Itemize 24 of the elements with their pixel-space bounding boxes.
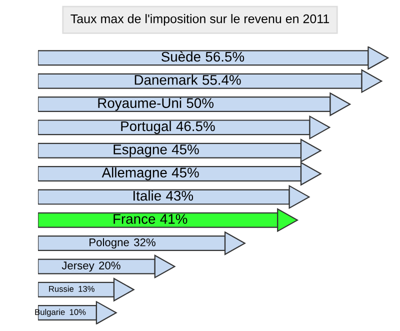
data-label: 10% — [70, 309, 86, 316]
data-label: 13% — [78, 286, 94, 292]
y-tick-label: Italie — [134, 190, 161, 201]
y-tick-label: Russie — [49, 286, 74, 292]
data-label: 43% — [166, 190, 194, 201]
y-tick-label: Jersey — [62, 262, 94, 272]
data-label: 20% — [99, 262, 120, 270]
data-label: 55.4% — [202, 75, 241, 85]
data-label: 32% — [134, 238, 156, 246]
y-tick-label: Espagne — [114, 144, 167, 158]
y-tick-label: Pologne — [90, 238, 129, 248]
data-label: 41% — [160, 214, 188, 224]
data-label: 56.5% — [206, 52, 244, 62]
y-tick-label: Allemagne — [102, 167, 167, 180]
data-label: 46.5% — [176, 121, 215, 132]
data-label: 45% — [172, 144, 199, 154]
data-label: 50% — [186, 98, 214, 108]
chart-title: Taux max de l'imposition sur le revenu en 2011 — [70, 14, 330, 26]
y-tick-label: Portugal — [121, 120, 171, 134]
data-label: 45% — [172, 168, 199, 178]
y-tick-label: Danemark — [134, 74, 198, 85]
y-tick-label: Royaume-Uni — [98, 98, 182, 111]
y-tick-label: France — [114, 214, 156, 224]
y-tick-label: Suède — [161, 51, 200, 62]
